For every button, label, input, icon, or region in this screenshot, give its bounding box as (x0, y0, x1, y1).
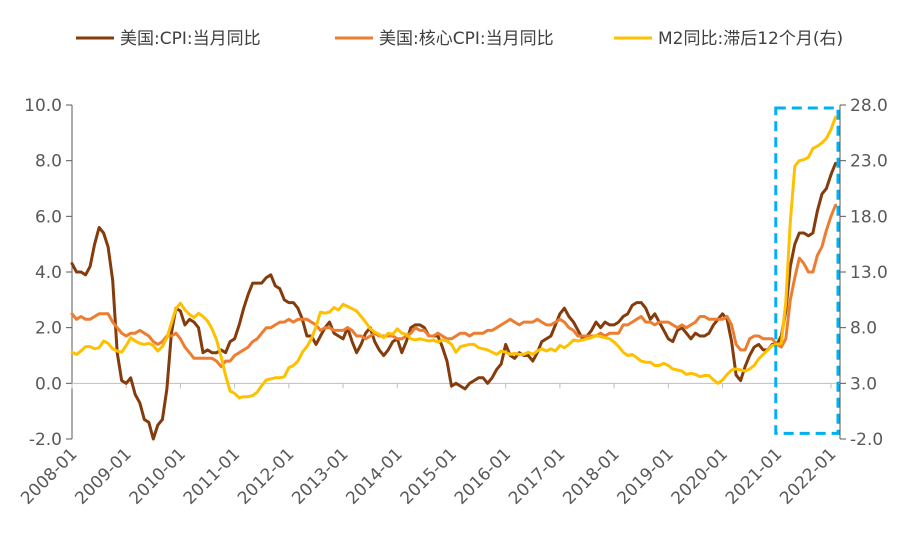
series-line-1 (70, 161, 837, 441)
left-tick-label: 6.0 (35, 207, 62, 227)
x-tick-label: 2012-01 (234, 444, 298, 508)
right-tick-label: -2.0 (850, 430, 883, 450)
x-tick-label: 2008-01 (17, 444, 81, 508)
chart-axes: -2.0 0.0 2.0 4.0 6.0 8.0 10.0 -2.0 3.0 8.0 13.0 18.… (17, 96, 888, 509)
highlight-box (774, 106, 840, 435)
right-tick-label: 23.0 (850, 152, 888, 172)
x-tick-label: 2021-01 (722, 444, 786, 508)
x-tick-label: 2018-01 (559, 444, 623, 508)
right-tick-label: 28.0 (850, 96, 888, 116)
x-tick-label: 2014-01 (342, 444, 406, 508)
series-line-3 (70, 115, 837, 400)
series-line-2 (70, 203, 837, 369)
left-tick-label: 8.0 (35, 152, 62, 172)
x-tick-label: 2019-01 (613, 444, 677, 508)
chart-overlay (774, 106, 840, 435)
right-tick-label: 13.0 (850, 263, 888, 283)
right-tick-label: 18.0 (850, 207, 888, 227)
x-tick-label: 2015-01 (397, 444, 461, 508)
chart-series (70, 115, 837, 441)
x-tick-label: 2009-01 (71, 444, 135, 508)
left-tick-label: 0.0 (35, 374, 62, 394)
left-tick-label: 2.0 (35, 319, 62, 339)
x-tick-label: 2017-01 (505, 444, 569, 508)
x-tick-label: 2010-01 (126, 444, 190, 508)
x-tick-label: 2020-01 (668, 444, 732, 508)
left-tick-label: 4.0 (35, 263, 62, 283)
x-tick-label: 2022-01 (776, 444, 840, 508)
x-tick-label: 2013-01 (288, 444, 352, 508)
chart-legend: 美国:CPI:当月同比 美国:核心CPI:当月同比 M2同比:滞后12个月(右) (76, 29, 843, 49)
right-tick-label: 3.0 (850, 374, 877, 394)
legend-label-2: 美国:核心CPI:当月同比 (379, 29, 554, 49)
left-tick-label: 10.0 (24, 96, 62, 116)
x-tick-label: 2016-01 (451, 444, 515, 508)
left-tick-label: -2.0 (29, 430, 62, 450)
right-tick-label: 8.0 (850, 319, 877, 339)
legend-label-1: 美国:CPI:当月同比 (120, 29, 261, 49)
legend-label-3: M2同比:滞后12个月(右) (658, 29, 843, 49)
x-tick-label: 2011-01 (180, 444, 244, 508)
